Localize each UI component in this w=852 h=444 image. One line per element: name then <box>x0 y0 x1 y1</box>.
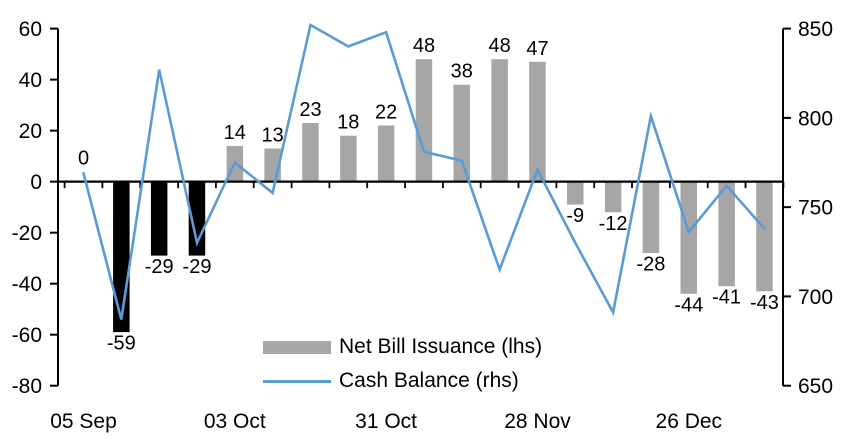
bar-value-label: 0 <box>78 148 89 170</box>
bar-value-label: 18 <box>337 112 359 134</box>
left-axis-tick-label: -20 <box>12 222 42 245</box>
bar <box>340 135 357 182</box>
x-axis-label: 03 Oct <box>204 410 266 433</box>
x-axis-label: 28 Nov <box>504 410 571 433</box>
bar-value-label: 47 <box>526 38 548 60</box>
bar-value-label: -59 <box>107 333 136 355</box>
x-axis-label: 31 Oct <box>355 410 417 433</box>
bar <box>302 123 319 182</box>
bar <box>604 181 622 213</box>
legend-label-net-bill-issuance: Net Bill Issuance (lhs) <box>339 335 543 358</box>
right-axis-tick-label: 850 <box>798 18 833 41</box>
legend-label-cash-balance: Cash Balance (rhs) <box>339 369 519 392</box>
bar-value-label: -41 <box>712 287 741 309</box>
left-axis-tick-label: 20 <box>19 120 42 143</box>
bar-value-label: -43 <box>750 292 779 314</box>
bar <box>642 181 660 253</box>
bar <box>377 125 395 182</box>
right-axis-tick-label: 700 <box>798 286 833 309</box>
bar <box>415 59 433 182</box>
left-axis-tick-label: 0 <box>30 171 42 194</box>
bar <box>529 61 546 182</box>
cash-balance-line <box>82 23 766 320</box>
legend-item-net-bill-issuance: Net Bill Issuance (lhs) <box>263 336 542 358</box>
legend-bar-swatch <box>263 340 331 354</box>
bar-value-label: -44 <box>674 294 703 316</box>
left-axis-tick-label: -60 <box>12 324 42 347</box>
left-axis-tick-label: -40 <box>12 273 42 296</box>
bar <box>567 181 584 205</box>
bar-value-label: 13 <box>261 125 283 147</box>
bar-value-label: -12 <box>599 213 628 235</box>
bar <box>150 181 168 256</box>
bar-value-label: -9 <box>566 205 584 227</box>
left-axis-tick-label: 60 <box>19 18 42 41</box>
bar <box>453 84 470 182</box>
x-axis-label: 05 Sep <box>50 410 117 433</box>
legend-item-cash-balance: Cash Balance (rhs) <box>263 370 542 392</box>
bar <box>718 181 735 287</box>
bar <box>491 59 508 182</box>
right-axis-tick-label: 650 <box>798 375 833 398</box>
left-axis-tick-label: -80 <box>12 375 42 398</box>
bar-value-label: -29 <box>183 256 212 278</box>
bar <box>680 181 697 294</box>
bar-value-label: 14 <box>224 122 246 144</box>
bar-value-label: 48 <box>488 35 510 57</box>
bar-value-label: 22 <box>375 102 397 124</box>
bar-value-label: 38 <box>451 61 473 83</box>
bar-value-label: 23 <box>299 99 321 121</box>
right-axis-tick-label: 750 <box>798 197 833 220</box>
legend-line-swatch <box>263 379 331 383</box>
left-axis-tick-label: 40 <box>19 69 42 92</box>
bar <box>756 181 773 292</box>
bar-value-label: -28 <box>636 254 665 276</box>
x-axis-label: 26 Dec <box>656 410 723 433</box>
right-axis-tick-label: 800 <box>798 107 833 130</box>
bar-value-label: 48 <box>413 35 435 57</box>
legend: Net Bill Issuance (lhs) Cash Balance (rh… <box>263 336 542 392</box>
bar <box>113 181 130 333</box>
bar-value-label: -29 <box>145 256 174 278</box>
